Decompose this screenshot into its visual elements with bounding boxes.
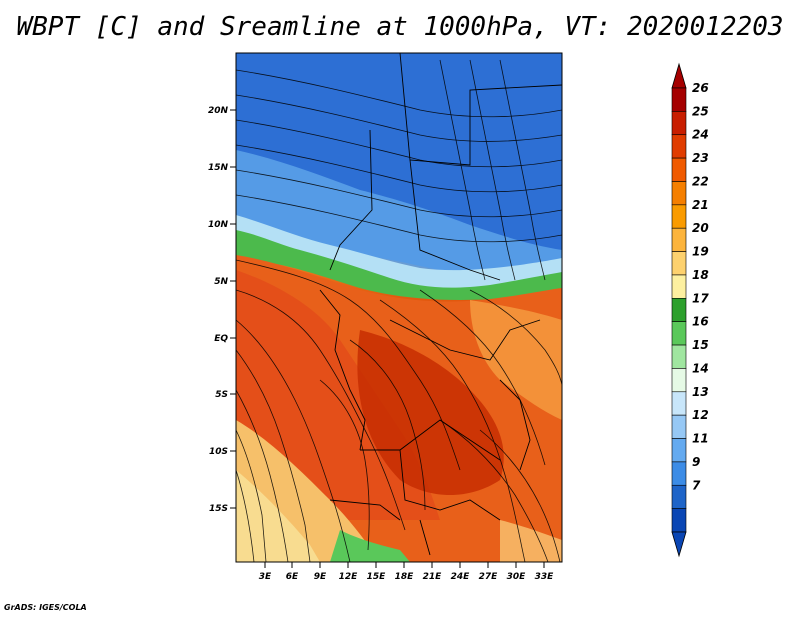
lat-label-10s: 10S (209, 447, 228, 457)
grads-credit: GrADS: IGES/COLA (4, 603, 87, 612)
lon-label-12e: 12E (339, 572, 359, 582)
colorbar-label: 22 (692, 174, 709, 188)
colorbar-swatch (671, 438, 687, 463)
colorbar-label: 21 (692, 198, 709, 212)
lat-label-5n: 5N (214, 277, 228, 287)
lat-label-20n: 20N (208, 106, 229, 116)
colorbar-label: 11 (692, 432, 709, 446)
lon-label-27e: 27E (479, 572, 499, 582)
colorbar-label: 26 (692, 81, 709, 95)
lon-label-18e: 18E (395, 572, 415, 582)
colorbar-label: 24 (692, 128, 709, 142)
colorbar-swatch (671, 414, 687, 439)
colorbar-swatch (671, 321, 687, 346)
map-title: WBPT [C] and Sreamline at 1000hPa, VT: 2… (16, 12, 784, 42)
colorbar-swatch (671, 368, 687, 393)
colorbar: 26 25 24 23 22 21 20 19 18 17 16 15 14 13 12 11 9 7 (671, 62, 709, 558)
colorbar-label: 19 (692, 245, 709, 259)
colorbar-swatch (671, 204, 687, 229)
lat-label-10n: 10N (208, 220, 229, 230)
colorbar-swatch (671, 298, 687, 322)
colorbar-label: 12 (692, 408, 709, 422)
colorbar-swatch (671, 508, 687, 533)
colorbar-label: 23 (692, 151, 709, 165)
colorbar-swatch (671, 344, 687, 369)
colorbar-label: 9 (692, 455, 700, 469)
colorbar-swatch (671, 484, 687, 509)
colorbar-swatch (671, 111, 687, 136)
colorbar-label: 15 (692, 338, 709, 352)
lon-axis: 3E 6E 9E 12E 15E 18E 21E 24E 27E 30E 33E (259, 562, 554, 582)
colorbar-swatch (671, 461, 687, 486)
lon-label-21e: 21E (423, 572, 443, 582)
lat-label-eq: EQ (214, 334, 228, 344)
colorbar-label: 17 (692, 291, 709, 305)
lon-label-30e: 30E (507, 572, 527, 582)
colorbar-swatch (671, 157, 687, 182)
colorbar-label: 16 (692, 315, 709, 329)
lon-label-9e: 9E (314, 572, 327, 582)
country-borders (319, 53, 562, 556)
colorbar-swatch (671, 134, 687, 159)
lon-label-24e: 24E (451, 572, 471, 582)
lon-label-15e: 15E (367, 572, 387, 582)
lat-label-15s: 15S (209, 504, 228, 514)
colorbar-swatch (671, 87, 687, 112)
triangle-up-icon (671, 62, 687, 89)
colorbar-swatch (671, 274, 687, 299)
colorbar-label: 25 (692, 104, 709, 118)
lat-axis: 20N 15N 10N 5N EQ 5S 10S 15S (208, 106, 236, 514)
lon-label-3e: 3E (259, 572, 272, 582)
colorbar-swatch (671, 181, 687, 206)
triangle-down-icon (671, 531, 687, 558)
wbpt-field (236, 53, 562, 562)
colorbar-swatch (671, 391, 687, 416)
colorbar-swatch (671, 251, 687, 276)
colorbar-label: 18 (692, 268, 709, 282)
colorbar-label: 7 (692, 478, 701, 492)
lon-label-33e: 33E (535, 572, 555, 582)
colorbar-label: 13 (692, 385, 709, 399)
lat-label-15n: 15N (208, 163, 229, 173)
colorbar-label: 14 (692, 361, 709, 375)
streamlines (236, 59, 562, 562)
colorbar-label: 20 (692, 221, 709, 235)
colorbar-swatch (671, 227, 687, 252)
lat-label-5s: 5S (215, 390, 228, 400)
lon-label-6e: 6E (286, 572, 299, 582)
map-frame (235, 52, 563, 563)
